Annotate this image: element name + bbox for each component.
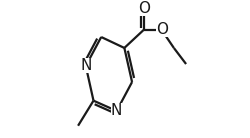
Text: N: N <box>80 59 92 73</box>
Text: O: O <box>138 1 150 16</box>
Text: N: N <box>111 104 122 118</box>
Text: O: O <box>156 22 168 37</box>
